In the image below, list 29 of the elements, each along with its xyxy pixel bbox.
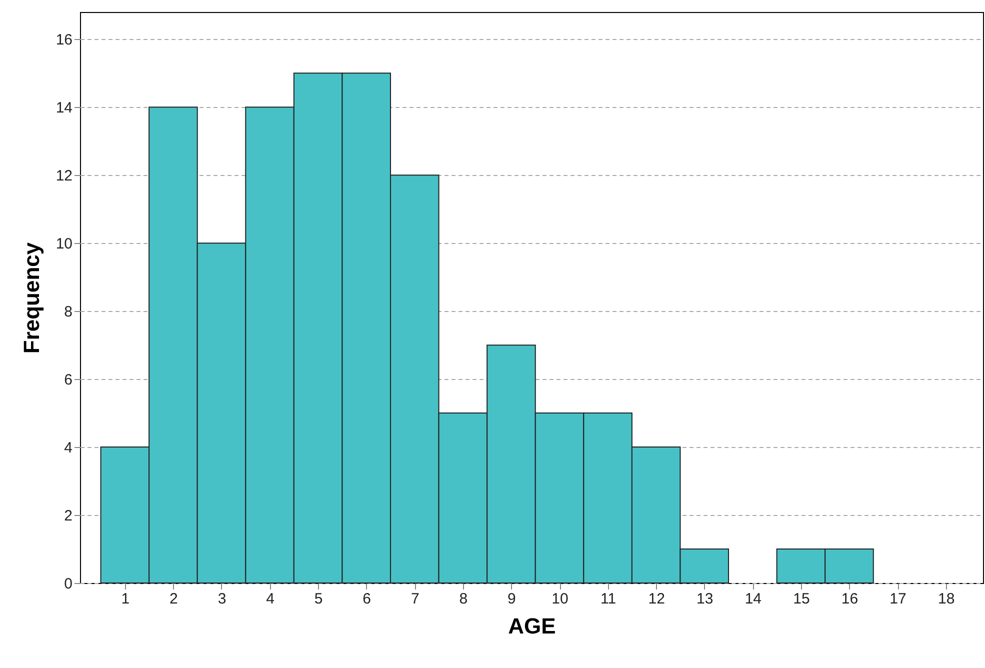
x-tick-label: 12 [648, 590, 665, 608]
x-tick-label: 5 [314, 590, 323, 608]
x-tick-label: 4 [266, 590, 274, 608]
x-tick-label: 9 [508, 590, 516, 608]
x-tick-label: 8 [459, 590, 468, 608]
x-tick-label: 16 [841, 590, 858, 608]
y-tick-label: 14 [56, 100, 72, 117]
y-tick-label: 0 [64, 576, 72, 592]
y-tick-label: 12 [56, 168, 72, 185]
x-tick-label: 15 [793, 590, 810, 608]
y-tick-label: 2 [64, 508, 72, 525]
y-axis-title: Frequency [18, 242, 44, 354]
x-tick-label: 17 [890, 590, 906, 608]
y-tick-label: 10 [56, 236, 72, 253]
x-tick-label: 6 [362, 590, 372, 608]
x-tick-label: 10 [552, 590, 568, 608]
x-axis-title: AGE [508, 614, 556, 638]
y-tick-label: 16 [56, 32, 72, 49]
x-tick-label: 2 [170, 590, 178, 608]
x-tick-label: 14 [744, 590, 762, 608]
x-tick-label: 13 [696, 590, 714, 608]
x-tick-label: 11 [600, 590, 616, 608]
y-tick-label: 4 [64, 440, 72, 457]
x-tick-label: 18 [938, 590, 955, 608]
x-tick-label: 3 [218, 590, 226, 608]
y-tick-label: 8 [64, 304, 72, 321]
x-tick-label: 1 [121, 590, 130, 608]
y-tick-label: 6 [64, 372, 72, 389]
x-tick-label: 7 [410, 590, 420, 608]
